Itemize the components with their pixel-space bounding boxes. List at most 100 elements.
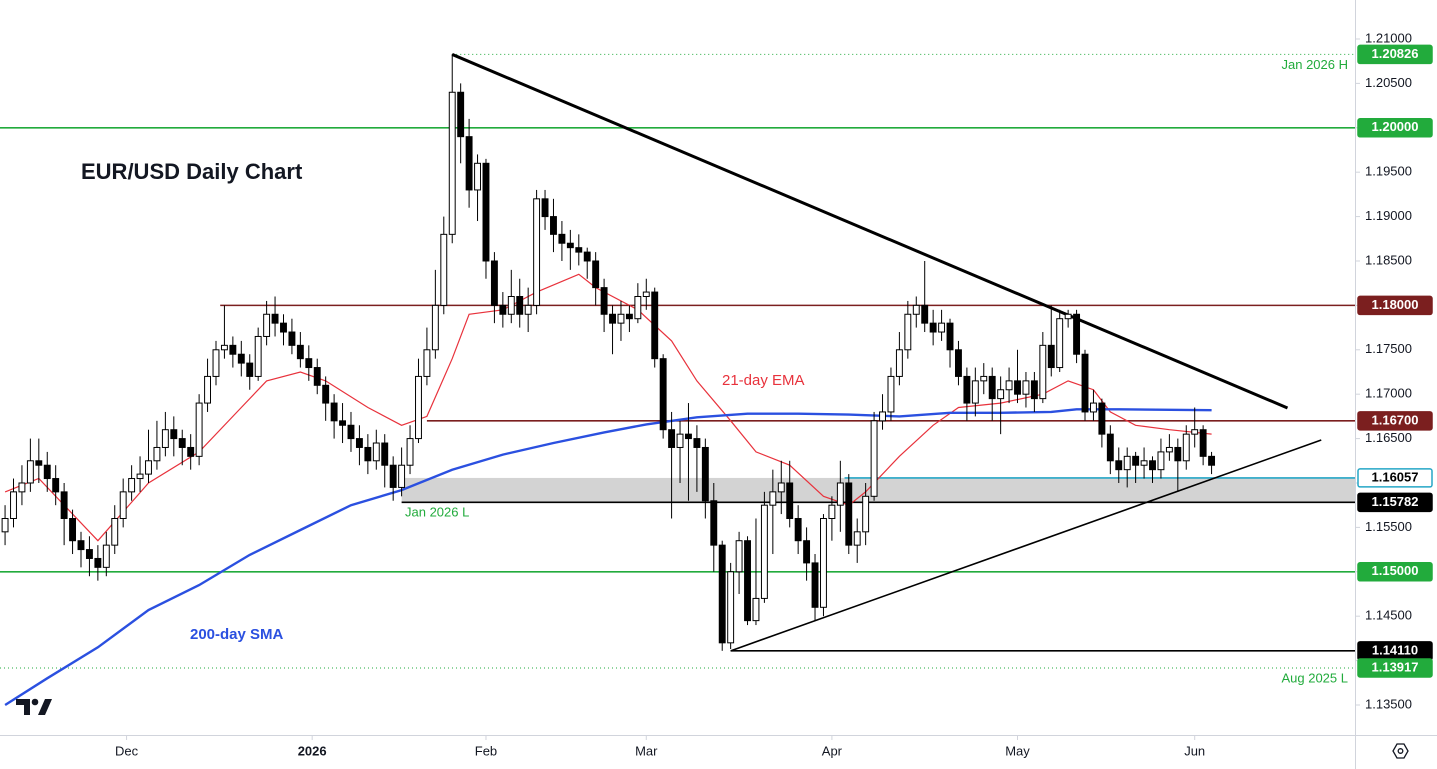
- candle-body: [1208, 455, 1216, 466]
- candle: [853, 518, 861, 563]
- settings-button[interactable]: [1392, 743, 1409, 759]
- candle-body: [1191, 429, 1199, 435]
- candle-body: [364, 446, 372, 462]
- candle-body: [280, 322, 287, 333]
- candle: [457, 83, 465, 164]
- candle-body: [685, 433, 692, 440]
- candle-body: [1039, 344, 1047, 400]
- candle-body: [330, 402, 338, 422]
- level-note: Jan 2026 H: [1282, 57, 1349, 72]
- annotation: Jan 2026 L: [405, 504, 469, 519]
- candle-body: [786, 482, 794, 520]
- candle: [1030, 371, 1038, 412]
- candle: [879, 394, 886, 430]
- y-tick-label: 1.18500: [1365, 252, 1412, 267]
- candle-body: [752, 597, 760, 622]
- y-tick-label: 1.19000: [1365, 208, 1412, 223]
- candle-body: [895, 349, 903, 377]
- candle-body: [575, 247, 583, 253]
- candle: [1149, 456, 1156, 483]
- candle: [254, 327, 262, 381]
- candle-body: [170, 429, 178, 440]
- candle: [1098, 398, 1106, 448]
- level-note: Aug 2025 L: [1281, 670, 1348, 685]
- candle: [659, 354, 667, 439]
- candle: [836, 460, 844, 532]
- candle: [516, 278, 524, 328]
- ema-label: 21-day EMA: [722, 372, 805, 389]
- candle: [803, 527, 811, 581]
- candle: [440, 216, 448, 315]
- level-badge: [1357, 44, 1433, 65]
- candle: [592, 252, 600, 306]
- candle: [693, 425, 701, 492]
- candle-body: [1056, 318, 1064, 369]
- candle: [963, 367, 971, 421]
- candle-body: [912, 304, 920, 315]
- candle-body: [1182, 433, 1190, 462]
- candle-body: [246, 362, 254, 377]
- chart-title: EUR/USD Daily Chart: [81, 159, 303, 184]
- candle-body: [161, 429, 169, 448]
- level-label: 1.15000: [1372, 563, 1419, 578]
- candle-body: [212, 349, 220, 377]
- candle-body: [339, 420, 346, 426]
- candle: [212, 340, 220, 386]
- candle: [280, 314, 287, 346]
- candle-body: [457, 91, 465, 138]
- y-tick-label: 1.17000: [1365, 386, 1412, 401]
- candle: [845, 474, 853, 555]
- candle: [26, 438, 34, 492]
- candle: [1132, 451, 1140, 483]
- candle-body: [921, 304, 929, 324]
- candle: [955, 340, 962, 386]
- candle-body: [963, 375, 971, 404]
- candle: [735, 531, 743, 594]
- candle-body: [583, 251, 591, 262]
- candle: [575, 234, 583, 266]
- level-label: 1.15782: [1372, 494, 1419, 509]
- candle: [195, 394, 203, 466]
- candle-body: [1098, 402, 1106, 435]
- candle-body: [1199, 429, 1207, 457]
- candle: [1157, 438, 1165, 479]
- candle: [651, 287, 659, 368]
- candle: [685, 403, 692, 501]
- candle-body: [845, 482, 853, 546]
- candle: [1199, 425, 1207, 466]
- candle-body: [592, 260, 600, 289]
- candle: [406, 425, 414, 475]
- candle-body: [1140, 460, 1148, 466]
- candle: [355, 425, 363, 466]
- candle-body: [136, 473, 144, 480]
- candle: [566, 229, 574, 270]
- candle: [1, 505, 9, 546]
- level-badge: [1357, 658, 1433, 678]
- candle-body: [541, 198, 549, 218]
- candle-body: [727, 571, 735, 644]
- candle-body: [271, 313, 279, 324]
- candle-body: [1115, 460, 1123, 471]
- candle: [625, 305, 633, 333]
- candle: [10, 478, 17, 528]
- y-tick-label: 1.16500: [1365, 430, 1412, 445]
- candle-body: [1149, 460, 1156, 471]
- candle-body: [355, 438, 363, 448]
- candle: [263, 300, 271, 346]
- candle: [887, 367, 895, 421]
- candle: [94, 545, 102, 581]
- candle-body: [1047, 344, 1055, 369]
- candle: [102, 531, 110, 577]
- candle: [1056, 309, 1064, 372]
- candle: [60, 482, 68, 546]
- candle: [1039, 332, 1047, 404]
- candle: [1165, 434, 1173, 461]
- candle-body: [617, 313, 625, 324]
- candle: [313, 358, 321, 395]
- candle-body: [777, 482, 785, 493]
- candle: [634, 283, 642, 324]
- candle: [288, 318, 296, 355]
- candle: [811, 554, 819, 621]
- candle-body: [676, 433, 684, 448]
- candle-body: [600, 287, 608, 315]
